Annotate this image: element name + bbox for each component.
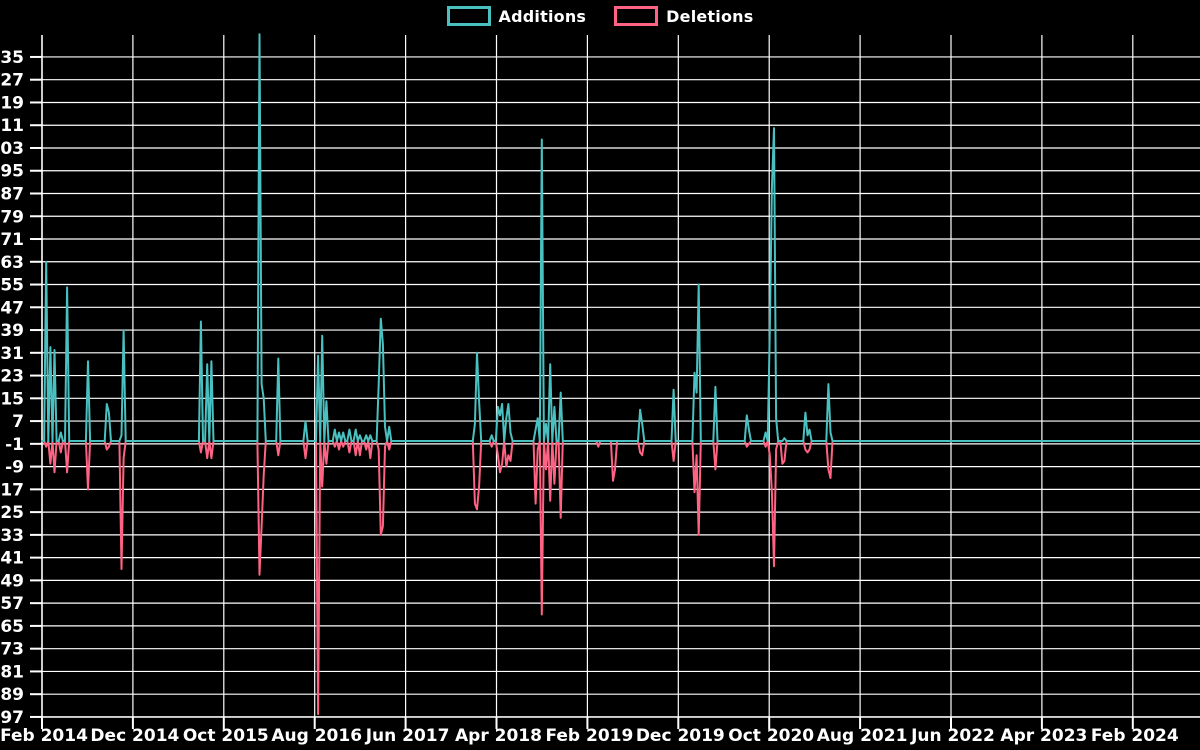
y-tick-label: 127: [0, 71, 24, 91]
x-tick-label: Oct 2020: [728, 726, 814, 746]
y-tick-label: 31: [0, 344, 24, 364]
y-tick-label: 39: [0, 321, 24, 341]
y-tick-label: 7: [12, 412, 24, 432]
y-tick-label: -81: [0, 662, 24, 682]
y-tick-label: -33: [0, 526, 24, 546]
x-tick-label: Jun 2022: [910, 726, 995, 746]
x-tick-label: Dec 2014: [90, 726, 179, 746]
x-tick-label: Feb 2024: [1091, 726, 1179, 746]
y-tick-label: -65: [0, 617, 24, 637]
y-tick-label: 71: [0, 230, 24, 250]
x-tick-label: Oct 2015: [183, 726, 269, 746]
y-tick-label: 79: [0, 207, 24, 227]
deletions-line: [41, 440, 1200, 716]
y-tick-label: -25: [0, 503, 24, 523]
y-tick-label: 119: [0, 93, 24, 113]
y-tick-label: 135: [0, 48, 24, 68]
chart-legend: Additions Deletions: [0, 6, 1200, 26]
y-tick-label: 103: [0, 139, 24, 159]
x-tick-label: Apr 2018: [455, 726, 542, 746]
legend-item-deletions[interactable]: Deletions: [614, 6, 753, 26]
x-tick-label: Dec 2019: [636, 726, 725, 746]
additions-legend-label: Additions: [498, 6, 587, 26]
y-tick-label: 15: [0, 389, 24, 409]
y-tick-label: -97: [0, 708, 24, 728]
y-tick-label: -89: [0, 685, 24, 705]
x-tick-label: Feb 2019: [545, 726, 633, 746]
x-tick-label: Jun 2017: [365, 726, 450, 746]
y-tick-label: 111: [0, 116, 24, 136]
y-tick-label: 55: [0, 276, 24, 296]
y-tick-label: -49: [0, 571, 24, 591]
x-tick-label: Aug 2016: [271, 726, 362, 746]
x-tick-label: Feb 2014: [0, 726, 88, 746]
x-tick-label: Aug 2021: [817, 726, 908, 746]
y-tick-label: -9: [5, 458, 24, 478]
additions-line: [41, 33, 1200, 442]
y-tick-label: -57: [0, 594, 24, 614]
y-tick-label: 95: [0, 162, 24, 182]
additions-swatch-icon: [446, 6, 491, 26]
deletions-legend-label: Deletions: [666, 6, 754, 26]
y-tick-label: -73: [0, 640, 24, 660]
y-tick-label: 63: [0, 253, 24, 273]
legend-item-additions[interactable]: Additions: [446, 6, 587, 26]
y-tick-label: 23: [0, 367, 24, 387]
y-tick-label: 87: [0, 185, 24, 205]
y-tick-label: -17: [0, 480, 24, 500]
deletions-swatch-icon: [614, 6, 659, 26]
y-tick-label: 47: [0, 298, 24, 318]
x-tick-label: Apr 2023: [1000, 726, 1087, 746]
y-tick-label: -1: [5, 435, 24, 455]
y-tick-label: -41: [0, 549, 24, 569]
